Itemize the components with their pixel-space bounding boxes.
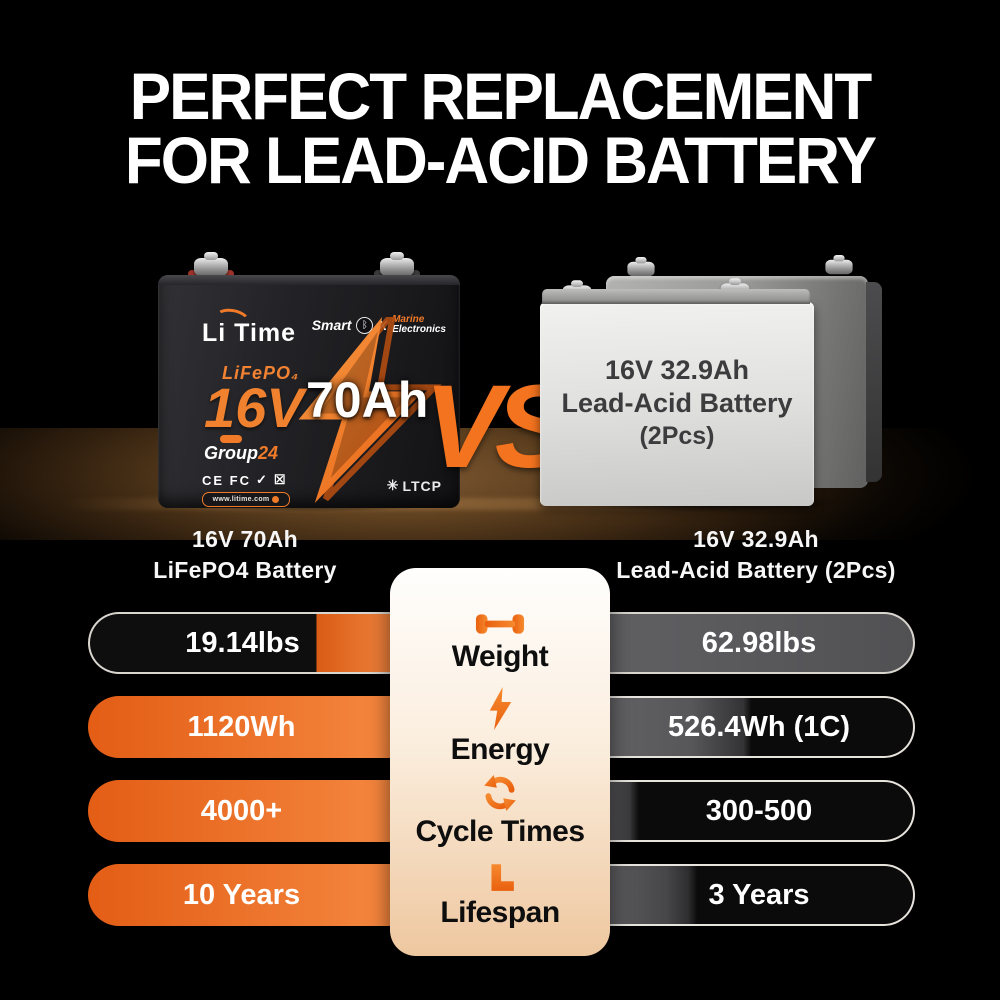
weight-left-value: 19.14lbs [185, 626, 300, 659]
cycle-left-bar: 4000+ [88, 780, 395, 842]
bluetooth-icon: ᛒ [356, 316, 374, 334]
metric-label: Lifespan [440, 896, 560, 930]
energy-right-value: 526.4Wh (1C) [667, 710, 851, 743]
weight-right-bar: 62.98lbs [605, 612, 915, 674]
lightning-graphic [298, 317, 442, 503]
face-line-2: Lead-Acid Battery [561, 388, 793, 418]
search-icon [272, 496, 280, 503]
cycle-right-bar: 300-500 [605, 780, 915, 842]
lifespan-left-value: 10 Years [182, 878, 301, 911]
website-pill: www.litime.com [202, 492, 290, 507]
metric-label: Weight [451, 639, 549, 673]
marine-badge-line2: Electronics [392, 324, 446, 335]
chemistry-label: LiFePO₄ [222, 363, 300, 383]
battery-body: Li Time Smart ᛒ X Marine Electronics LiF… [158, 275, 460, 508]
battery-terminal [194, 252, 228, 276]
group-size-badge [220, 435, 242, 443]
group-word: Group [204, 443, 258, 463]
certification-marks: CE FC ✓ ☒ [202, 472, 288, 488]
energy-left-value: 1120Wh [187, 710, 296, 743]
ce-fc-marks: CE FC [202, 472, 251, 488]
lead-acid-caption-line2: Lead-Acid Battery (2Pcs) [616, 557, 896, 583]
lead-acid-caption: 16V 32.9Ah Lead-Acid Battery (2Pcs) [562, 524, 950, 586]
cycle-left-value: 4000+ [200, 794, 283, 827]
weight-left-bar: 19.14lbs [88, 612, 395, 674]
metric-energy: Energy [390, 686, 610, 767]
battery-terminal [380, 252, 414, 276]
headline-line-2: FOR LEAD-ACID BATTERY [124, 124, 877, 199]
group-number: 24 [258, 443, 279, 463]
metric-label: Energy [450, 732, 550, 766]
lifepo4-caption: 16V 70Ah LiFePO4 Battery [85, 524, 405, 586]
marine-badge-line1: Marine [392, 314, 425, 325]
voltage-label: 16V [204, 376, 304, 439]
lifespan-right-bar: 3 Years [605, 864, 915, 926]
dumbbell-icon [475, 613, 525, 634]
lifepo4-battery-image: Li Time Smart ᛒ X Marine Electronics LiF… [158, 252, 460, 510]
metric-lifespan: Lifespan [390, 856, 610, 936]
metric-weight: Weight [390, 602, 610, 682]
website-url: www.litime.com [212, 496, 270, 503]
clock-hands-icon [491, 864, 514, 892]
check-cert-icon: ✓ [256, 472, 269, 487]
lead-acid-caption-line1: 16V 32.9Ah [693, 526, 819, 552]
lifepo4-caption-line2: LiFePO4 Battery [153, 557, 337, 583]
marine-electronics-badge: Marine Electronics [392, 315, 446, 335]
ltcp-text: LTCP [402, 477, 442, 494]
front-battery-body: 16V 32.9Ah Lead-Acid Battery (2Pcs) [540, 289, 814, 506]
capacity-label: 70Ah [306, 372, 429, 428]
face-line-3: (2Pcs) [639, 422, 715, 450]
energy-right-bar: 526.4Wh (1C) [605, 696, 915, 758]
metric-panel: Weight Energy Cycle Times [390, 568, 610, 956]
lead-acid-face-text: 16V 32.9Ah Lead-Acid Battery (2Pcs) [540, 354, 814, 453]
weight-right-value: 62.98lbs [701, 626, 817, 659]
brand-logo: Li Time [202, 319, 297, 347]
lightning-icon [489, 686, 511, 730]
cycle-arrows-icon [484, 774, 516, 811]
ltcp-logo: ✳ LTCP [387, 477, 442, 494]
headline: PERFECT REPLACEMENT FOR LEAD-ACID BATTER… [0, 60, 1000, 199]
battery-terminal [825, 254, 853, 275]
energy-left-bar: 1120Wh [88, 696, 395, 758]
weee-bin-icon: ☒ [273, 472, 288, 487]
lifespan-left-bar: 10 Years [88, 864, 395, 926]
ltcp-star-icon: ✳ [386, 477, 400, 493]
metric-label: Cycle Times [415, 814, 585, 848]
cycle-right-value: 300-500 [705, 794, 813, 827]
lifepo4-caption-line1: 16V 70Ah [192, 526, 298, 552]
metric-cycle-times: Cycle Times [390, 771, 610, 851]
lead-acid-battery-image: 16V 32.9Ah Lead-Acid Battery (2Pcs) [540, 254, 885, 510]
smart-badge: Smart [311, 317, 352, 333]
group-size-label: Group24 [204, 443, 278, 464]
face-line-1: 16V 32.9Ah [604, 355, 750, 385]
headline-line-1: PERFECT REPLACEMENT [129, 60, 872, 135]
battery-terminal [627, 256, 655, 277]
lifespan-right-value: 3 Years [708, 878, 810, 911]
